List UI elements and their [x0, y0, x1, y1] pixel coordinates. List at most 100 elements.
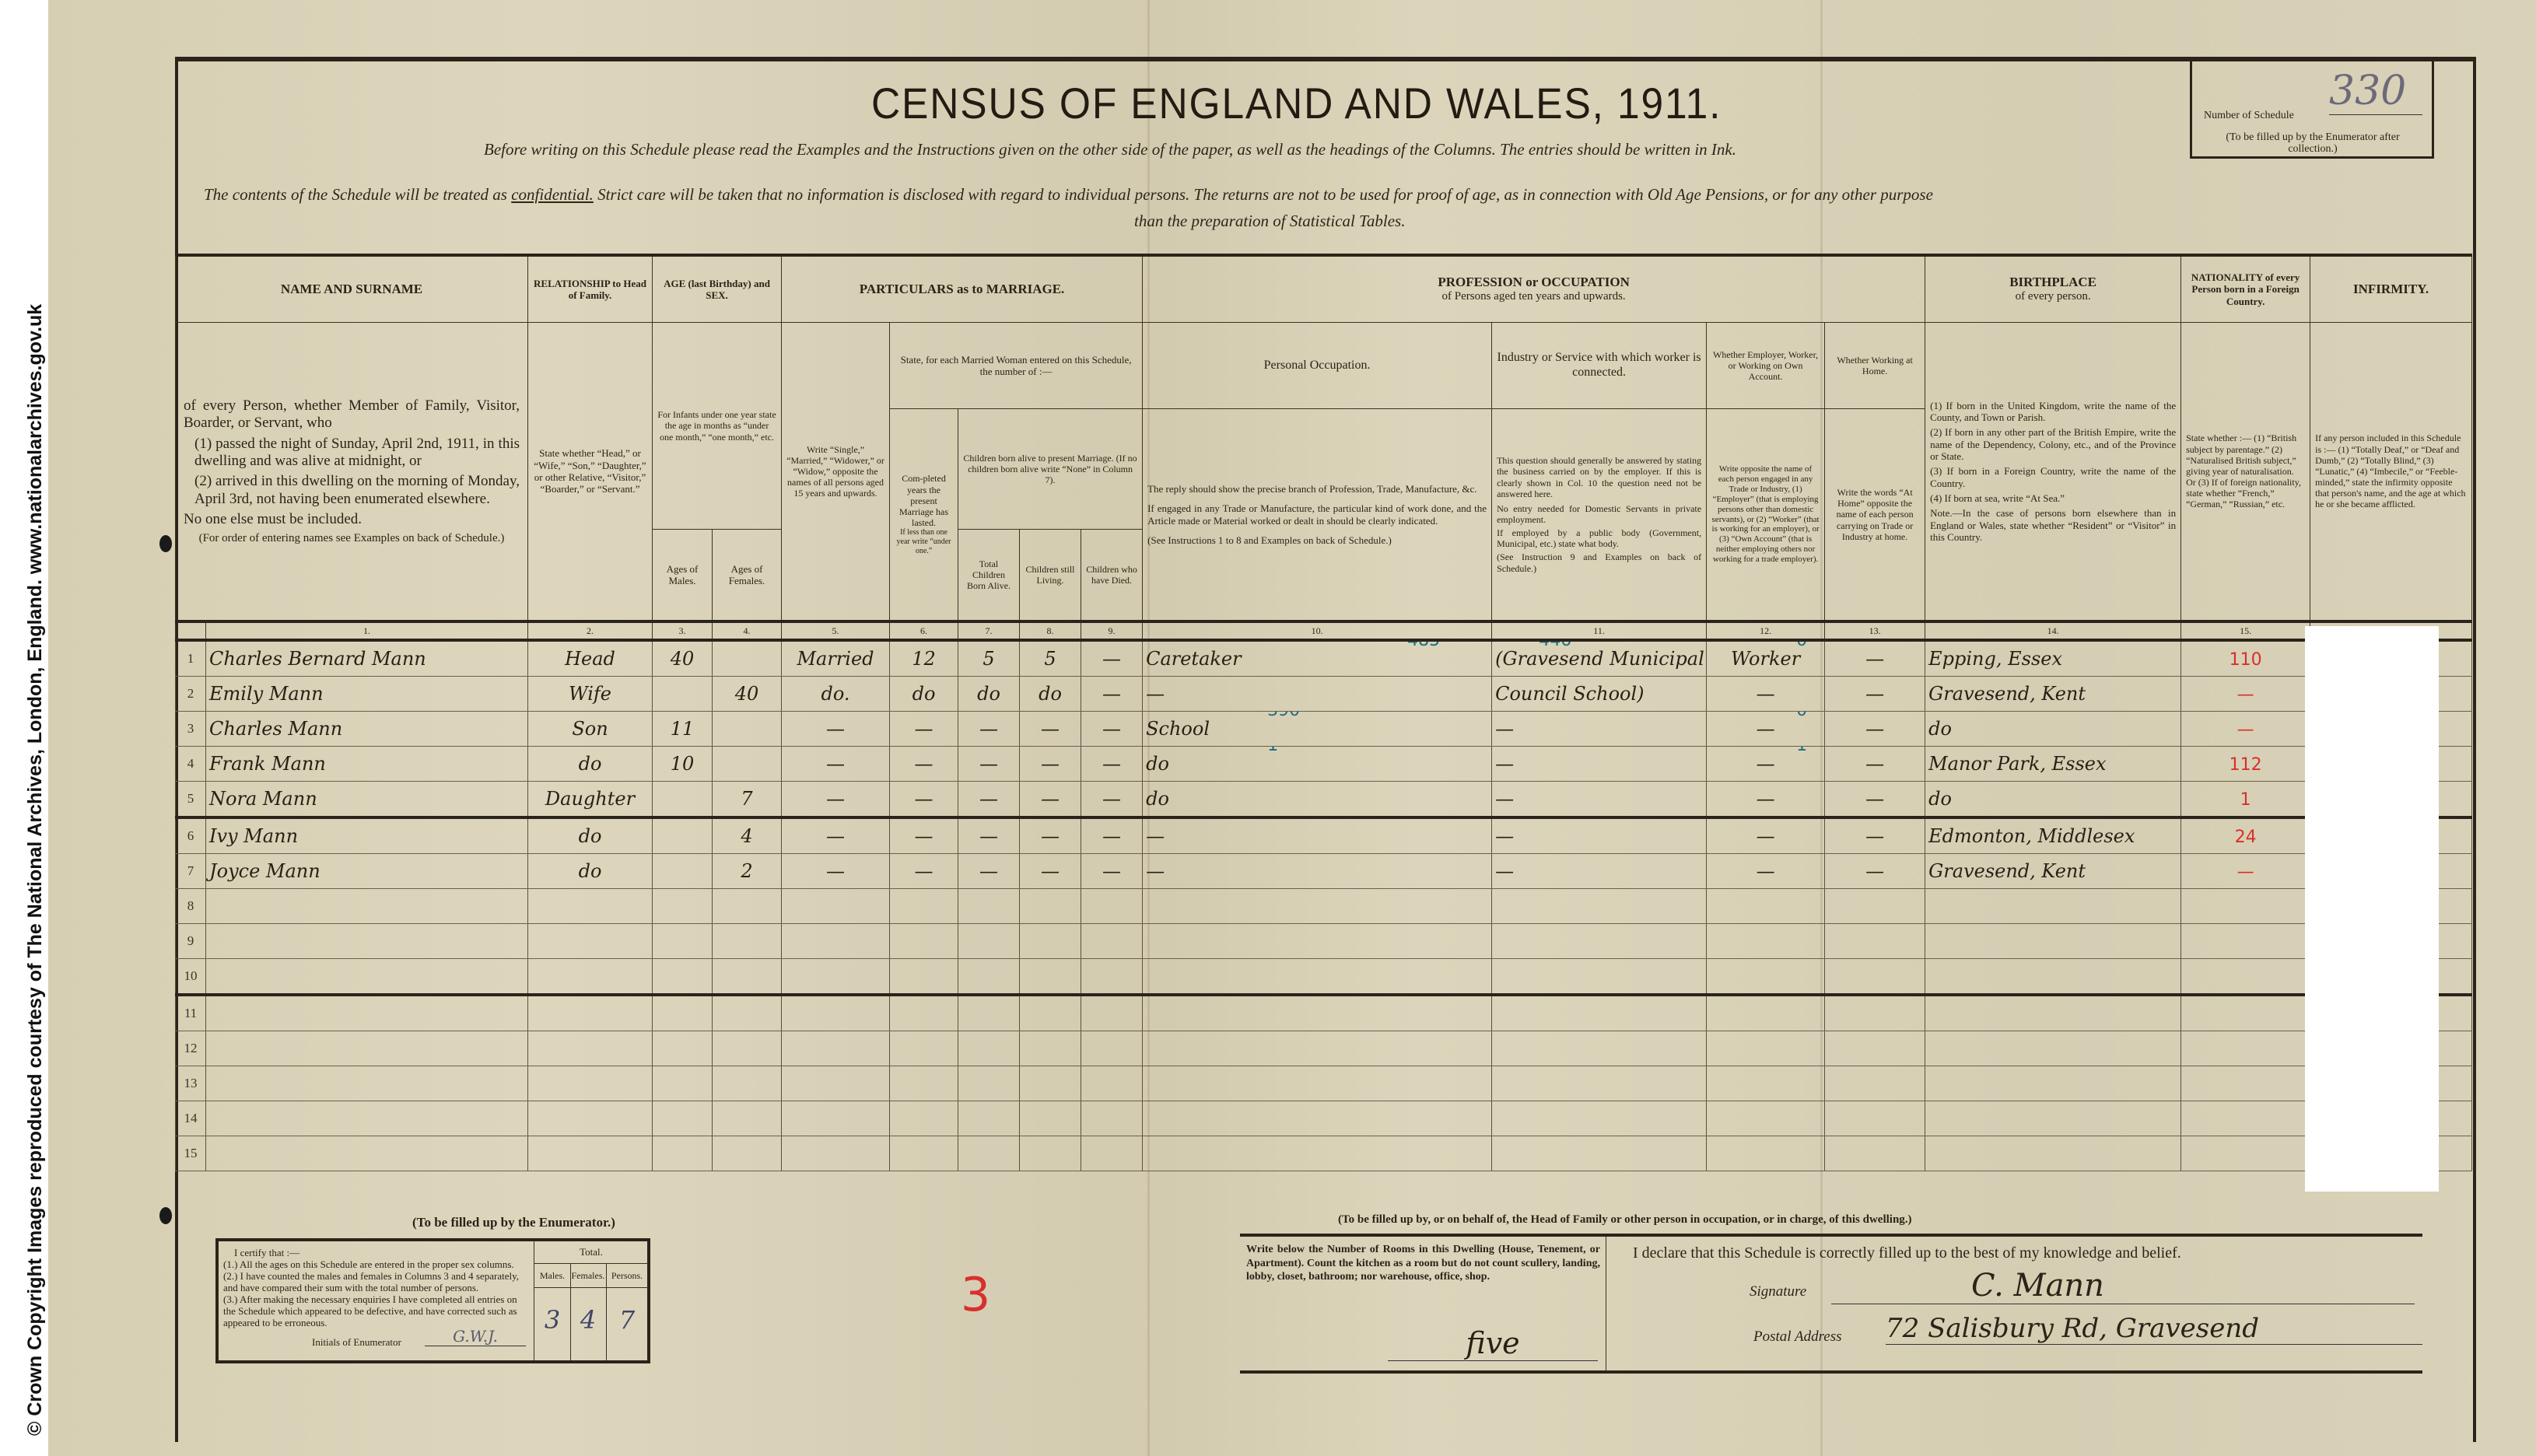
children-died-value: — — [1102, 787, 1122, 810]
children-living-cell — [1019, 995, 1082, 1031]
confidential-pre: The contents of the Schedule will be tre… — [204, 185, 512, 204]
at-home-cell: — — [1824, 853, 1926, 889]
personal-occupation-instructions: The reply should show the precise branch… — [1142, 408, 1493, 622]
marriage-cell: — — [781, 746, 891, 782]
coding-annotation: 12 — [913, 677, 929, 681]
table-row: 11 — [175, 995, 2473, 1031]
children-born-cell — [958, 958, 1021, 996]
marriage-cell — [781, 1101, 891, 1136]
years-married-value: 12 — [912, 647, 936, 670]
persons-label: Persons. — [606, 1264, 648, 1288]
children-died-cell — [1081, 888, 1144, 924]
children-born-cell — [958, 923, 1021, 959]
years-married-cell — [889, 888, 959, 924]
at-home-cell — [1824, 1066, 1926, 1101]
name-value: Frank Mann — [209, 752, 326, 775]
children-died-cell — [1081, 923, 1144, 959]
birthplace-desc-1: (1) If born in the United Kingdom, write… — [1930, 399, 2177, 424]
occupation-value: Caretaker — [1146, 647, 1242, 670]
occupation-cell — [1142, 995, 1493, 1031]
completed-years-note: If less than one year write “under one.” — [896, 528, 951, 555]
row-number: 13 — [175, 1066, 206, 1101]
children-died-cell — [1081, 1136, 1144, 1171]
age-female-cell — [711, 923, 783, 959]
children-living-value: do — [1039, 682, 1062, 705]
age-instructions: For Infants under one year state the age… — [651, 322, 783, 530]
birthplace-cell: Manor Park, Essex — [1925, 746, 2182, 782]
occupation-desc-1: The reply should show the precise branch… — [1147, 482, 1477, 495]
row-number: 12 — [175, 1031, 206, 1066]
birthplace-value: Edmonton, Middlesex — [1928, 824, 2135, 847]
signature-value: C. Mann — [1831, 1268, 2415, 1304]
marriage-cell: — — [781, 817, 891, 854]
at-home-cell — [1824, 888, 1926, 924]
nationality-value: 24 — [2234, 827, 2257, 847]
coding-annotation: 1 — [1796, 747, 1807, 756]
employer-cell — [1706, 1136, 1826, 1171]
marriage-cell — [781, 995, 891, 1031]
children-living-cell — [1019, 923, 1082, 959]
certify-heading: I certify that :— — [234, 1247, 300, 1258]
row-number: 1 — [175, 640, 206, 677]
table-row: 14 — [175, 1101, 2473, 1136]
industry-header: Industry or Service with which worker is… — [1491, 322, 1708, 409]
children-living-value: — — [1041, 752, 1060, 775]
row-number: 6 — [175, 817, 206, 854]
employer-cell: — — [1706, 817, 1826, 854]
marriage-cell — [781, 1066, 891, 1101]
table-row: 15 — [175, 1136, 2473, 1171]
name-value: Nora Mann — [209, 787, 317, 810]
nationality-cell — [2180, 995, 2311, 1031]
name-cell: Nora Mann — [205, 781, 528, 819]
schedule-number-box: Number of Schedule 330 (To be filled up … — [2190, 60, 2434, 159]
age-female-cell — [711, 711, 783, 747]
industry-value: Council School) — [1495, 682, 1645, 705]
column-number-blank — [175, 620, 206, 642]
children-living-cell: do5 — [1019, 676, 1082, 712]
marriage-value: Married — [797, 647, 874, 670]
name-cell: Ivy Mann — [205, 817, 528, 854]
header-profession-title: PROFESSION or OCCUPATION — [1438, 275, 1630, 290]
rooms-value: five — [1388, 1326, 1598, 1361]
age-female-cell — [711, 1031, 783, 1066]
column-number: 2. — [527, 620, 653, 642]
nationality-cell: — — [2180, 853, 2311, 889]
males-value: 3 — [544, 1305, 561, 1335]
children-died-value: — — [1102, 682, 1122, 705]
birthplace-cell: Gravesend, Kent — [1925, 853, 2182, 889]
certify-2: (2.) I have counted the males and female… — [223, 1269, 520, 1293]
occupation-desc-2: If engaged in any Trade or Manufacture, … — [1147, 502, 1487, 527]
column-number: 11. — [1491, 620, 1708, 642]
years-married-cell — [889, 995, 959, 1031]
total-children-header: Total Children Born Alive. — [958, 529, 1021, 622]
at-home-cell — [1824, 995, 1926, 1031]
children-died-value: — — [1102, 752, 1122, 775]
employer-cell — [1706, 888, 1826, 924]
age-male-cell — [652, 958, 713, 996]
name-desc-1: of every Person, whether Member of Famil… — [184, 397, 520, 432]
occupation-cell: do — [1142, 781, 1493, 819]
birthplace-desc-2: (2) If born in any other part of the Bri… — [1930, 426, 2177, 462]
page-title: CENSUS OF ENGLAND AND WALES, 1911. — [871, 79, 1722, 128]
females-label: Females. — [570, 1264, 606, 1288]
children-died-value: — — [1102, 824, 1122, 847]
occupation-cell: — — [1142, 676, 1493, 712]
birthplace-value: do — [1928, 717, 1952, 740]
age-male-cell: 40 — [652, 640, 713, 677]
children-died-cell — [1081, 958, 1144, 996]
marriage-value: do. — [821, 682, 850, 705]
redaction-box — [2305, 626, 2439, 1192]
females-value: 4 — [580, 1305, 597, 1335]
industry-cell — [1491, 958, 1708, 996]
at-home-value: — — [1865, 752, 1885, 775]
children-born-cell: — — [958, 781, 1021, 819]
birthplace-cell — [1925, 1136, 2182, 1171]
table-row: 9 — [175, 923, 2473, 959]
header-birthplace: BIRTHPLACE of every person. — [1925, 254, 2182, 323]
industry-desc-3: If employed by a public body (Government… — [1497, 527, 1702, 550]
children-living-cell — [1019, 1066, 1082, 1101]
confidential-post: Strict care will be taken that no inform… — [593, 185, 1933, 204]
employer-value: — — [1756, 824, 1775, 847]
children-living-cell: — — [1019, 781, 1082, 819]
children-died-cell — [1081, 995, 1144, 1031]
